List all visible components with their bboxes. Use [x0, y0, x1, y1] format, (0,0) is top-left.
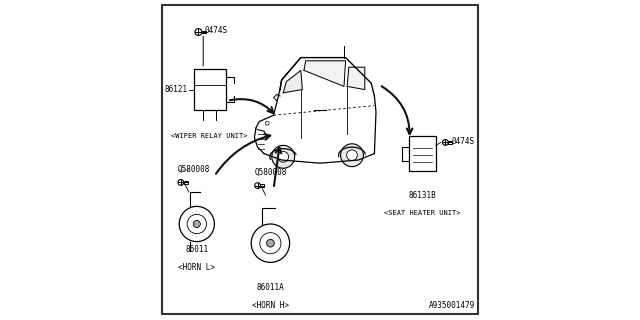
Bar	[202, 31, 207, 34]
Text: 0474S: 0474S	[205, 26, 228, 35]
Circle shape	[193, 220, 200, 228]
Text: <HORN L>: <HORN L>	[179, 263, 215, 272]
Text: 0474S: 0474S	[451, 137, 474, 146]
Circle shape	[340, 144, 364, 167]
Text: <WIPER RELAY UNIT>: <WIPER RELAY UNIT>	[172, 133, 248, 139]
Circle shape	[278, 151, 289, 162]
Bar	[184, 181, 188, 184]
Bar	[260, 184, 264, 187]
Text: <SEAT HEATER UNIT>: <SEAT HEATER UNIT>	[384, 210, 461, 216]
Circle shape	[179, 206, 214, 242]
Circle shape	[266, 239, 274, 247]
Circle shape	[251, 224, 289, 262]
Text: 86131B: 86131B	[408, 191, 436, 200]
Circle shape	[272, 145, 294, 168]
Text: Q580008: Q580008	[178, 165, 210, 174]
Text: 86011A: 86011A	[257, 284, 284, 292]
FancyBboxPatch shape	[409, 136, 436, 171]
Bar	[448, 141, 452, 144]
Polygon shape	[304, 61, 346, 86]
Text: A935001479: A935001479	[429, 301, 475, 310]
Text: Q580008: Q580008	[254, 168, 287, 177]
Text: <HORN H>: <HORN H>	[252, 301, 289, 310]
Circle shape	[347, 150, 357, 161]
FancyBboxPatch shape	[193, 69, 226, 110]
Text: 86121: 86121	[164, 85, 187, 94]
Polygon shape	[347, 67, 365, 90]
Polygon shape	[283, 70, 302, 93]
Circle shape	[265, 121, 269, 125]
Text: 86011: 86011	[185, 245, 209, 254]
